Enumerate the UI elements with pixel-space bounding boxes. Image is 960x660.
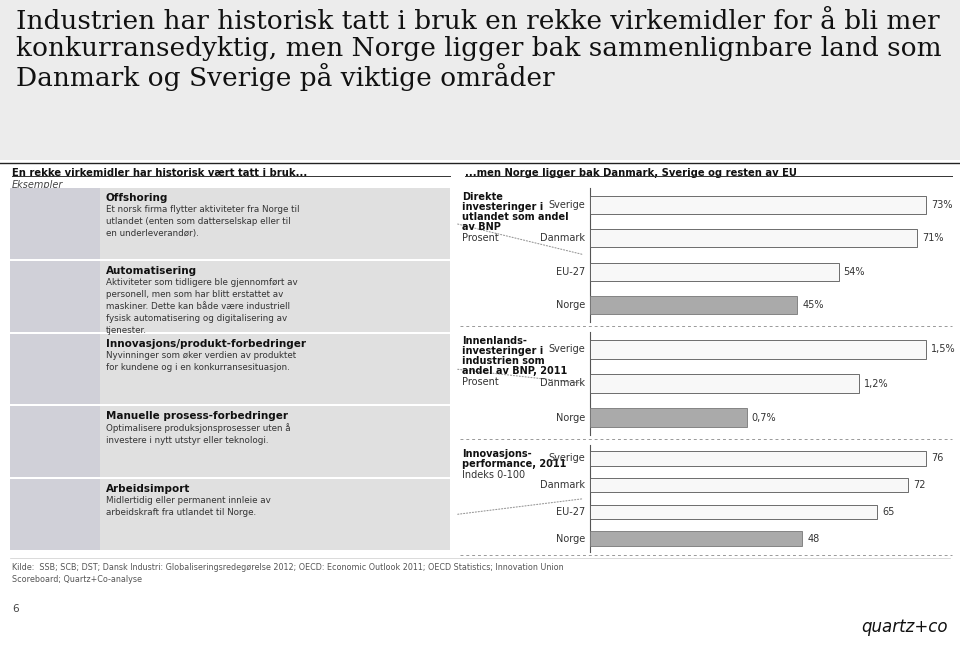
- Text: Sverige: Sverige: [548, 344, 585, 354]
- Text: Et norsk firma flytter aktiviteter fra Norge til
utlandet (enten som datterselsk: Et norsk firma flytter aktiviteter fra N…: [106, 205, 300, 238]
- Text: konkurransedyktig, men Norge ligger bak sammenlignbare land som: konkurransedyktig, men Norge ligger bak …: [16, 36, 942, 61]
- Text: andel av BNP, 2011: andel av BNP, 2011: [462, 366, 567, 376]
- Bar: [10, 188, 100, 259]
- Text: performance, 2011: performance, 2011: [462, 459, 566, 469]
- Bar: [10, 261, 100, 331]
- Text: 0,7%: 0,7%: [752, 413, 777, 423]
- Text: Danmark: Danmark: [540, 480, 585, 490]
- Text: 72: 72: [913, 480, 925, 490]
- Text: Norge: Norge: [556, 300, 585, 310]
- Text: Norge: Norge: [556, 413, 585, 423]
- Bar: [0, 0, 960, 160]
- Text: 45%: 45%: [803, 300, 824, 310]
- Text: EU-27: EU-27: [556, 507, 585, 517]
- Bar: [590, 451, 926, 466]
- Bar: [590, 409, 747, 427]
- Bar: [590, 374, 859, 393]
- Text: Indeks 0-100: Indeks 0-100: [462, 470, 525, 480]
- Text: Innenlands-: Innenlands-: [462, 336, 527, 346]
- Text: Danmark: Danmark: [540, 233, 585, 244]
- Bar: [10, 333, 450, 405]
- Text: Prosent: Prosent: [462, 377, 499, 387]
- Text: 1,5%: 1,5%: [931, 344, 955, 354]
- Text: industrien som: industrien som: [462, 356, 544, 366]
- Text: Optimalisere produksjonsprosesser uten å
investere i nytt utstyr eller teknologi: Optimalisere produksjonsprosesser uten å…: [106, 424, 291, 446]
- Bar: [590, 195, 926, 214]
- Text: Innovasjons-: Innovasjons-: [462, 449, 532, 459]
- Text: Danmark og Sverige på viktige områder: Danmark og Sverige på viktige områder: [16, 63, 555, 91]
- Text: Industrien har historisk tatt i bruk en rekke virkemidler for å bli mer: Industrien har historisk tatt i bruk en …: [16, 9, 940, 34]
- Bar: [10, 407, 100, 477]
- Text: Norge: Norge: [556, 534, 585, 544]
- Bar: [10, 407, 450, 477]
- Text: Arbeidsimport: Arbeidsimport: [106, 484, 190, 494]
- Text: 65: 65: [882, 507, 895, 517]
- Bar: [590, 296, 797, 314]
- Text: ...men Norge ligger bak Danmark, Sverige og resten av EU: ...men Norge ligger bak Danmark, Sverige…: [465, 168, 797, 178]
- Bar: [590, 263, 838, 281]
- Bar: [10, 479, 100, 550]
- Text: 6: 6: [12, 604, 18, 614]
- Text: utlandet som andel: utlandet som andel: [462, 212, 568, 222]
- Bar: [590, 531, 803, 546]
- Text: Innovasjons/produkt-forbedringer: Innovasjons/produkt-forbedringer: [106, 339, 306, 348]
- Text: Aktiviteter som tidligere ble gjennomført av
personell, men som har blitt erstat: Aktiviteter som tidligere ble gjennomfør…: [106, 278, 298, 335]
- Text: En rekke virkemidler har historisk vært tatt i bruk...: En rekke virkemidler har historisk vært …: [12, 168, 307, 178]
- Text: 76: 76: [931, 453, 944, 463]
- Text: Manuelle prosess-forbedringer: Manuelle prosess-forbedringer: [106, 411, 288, 421]
- Bar: [10, 261, 450, 331]
- Text: 1,2%: 1,2%: [864, 378, 888, 389]
- Bar: [590, 340, 926, 358]
- Bar: [10, 188, 450, 259]
- Text: 73%: 73%: [931, 200, 952, 210]
- Text: av BNP: av BNP: [462, 222, 501, 232]
- Bar: [10, 479, 450, 550]
- Text: Direkte: Direkte: [462, 192, 503, 202]
- Text: quartz+co: quartz+co: [861, 618, 948, 636]
- Text: Danmark: Danmark: [540, 378, 585, 389]
- Text: Kilde:  SSB; SCB; DST; Dansk Industri: Globaliseringsredegørelse 2012; OECD: Eco: Kilde: SSB; SCB; DST; Dansk Industri: Gl…: [12, 563, 564, 585]
- Text: 48: 48: [807, 534, 820, 544]
- Text: Nyvinninger som øker verdien av produktet
for kundene og i en konkurransesituasj: Nyvinninger som øker verdien av produkte…: [106, 350, 296, 372]
- Text: Offshoring: Offshoring: [106, 193, 168, 203]
- Text: EU-27: EU-27: [556, 267, 585, 277]
- Text: Eksempler: Eksempler: [12, 180, 63, 190]
- Text: Sverige: Sverige: [548, 453, 585, 463]
- Bar: [10, 333, 100, 405]
- Bar: [590, 229, 917, 248]
- Bar: [590, 504, 877, 519]
- Text: 71%: 71%: [922, 233, 944, 244]
- Text: Sverige: Sverige: [548, 200, 585, 210]
- Text: 54%: 54%: [844, 267, 865, 277]
- Text: Midlertidig eller permanent innleie av
arbeidskraft fra utlandet til Norge.: Midlertidig eller permanent innleie av a…: [106, 496, 271, 517]
- Text: investeringer i: investeringer i: [462, 202, 543, 212]
- Bar: [590, 478, 908, 492]
- Text: Prosent: Prosent: [462, 233, 499, 243]
- Text: Automatisering: Automatisering: [106, 266, 197, 276]
- Text: investeringer i: investeringer i: [462, 346, 543, 356]
